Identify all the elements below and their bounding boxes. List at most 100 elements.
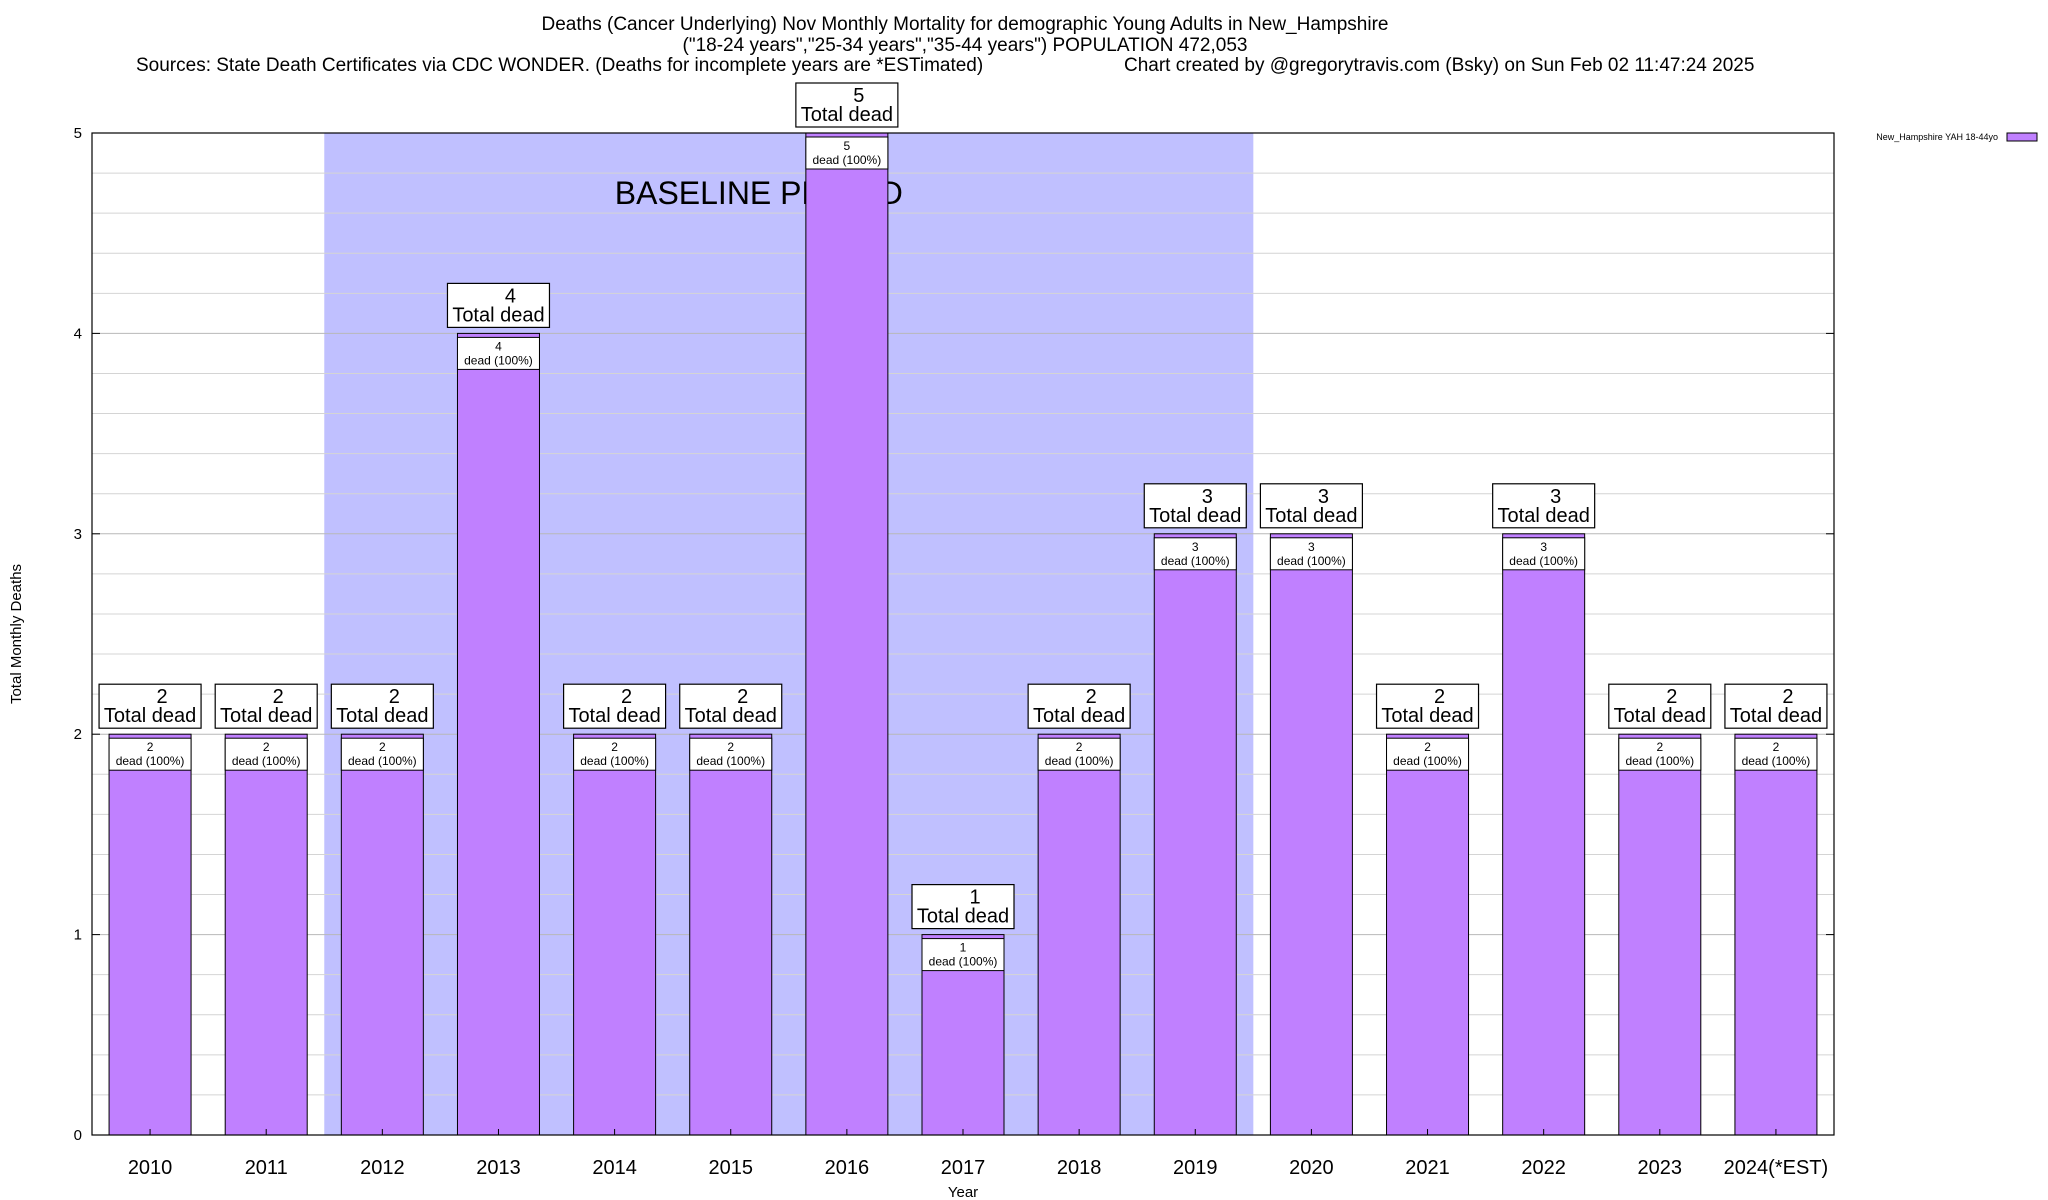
bar-top-value: 2	[157, 686, 168, 708]
bar	[1502, 533, 1586, 1136]
bar-inner-value: 2	[1424, 740, 1431, 754]
bar-top-value: 2	[737, 686, 748, 708]
x-tick-label: 2021	[1405, 1157, 1450, 1179]
bar	[1734, 733, 1818, 1136]
bar-top-label-box	[1143, 483, 1247, 529]
bar-inner-value: 3	[1308, 540, 1315, 554]
bar	[1618, 733, 1702, 1136]
x-tick-label: 2023	[1638, 1157, 1683, 1179]
bar-inner-label: dead (100%)	[1161, 554, 1230, 568]
x-tick-label: 2020	[1289, 1157, 1334, 1179]
x-axis-label: Year	[948, 1184, 978, 1200]
bar-inner-value: 2	[727, 740, 734, 754]
bar-inner-value: 2	[379, 740, 386, 754]
bar-inner-value: 2	[1656, 740, 1663, 754]
x-tick-label: 2022	[1521, 1157, 1566, 1179]
bar-inner-value: 4	[495, 339, 502, 353]
bar-inner-label-box	[340, 737, 424, 771]
bar	[1386, 733, 1470, 1136]
chart-title: Deaths (Cancer Underlying) Nov Monthly M…	[541, 14, 1389, 35]
bar-inner-label-box	[1269, 537, 1353, 571]
chart-sources: Sources: State Death Certificates via CD…	[136, 55, 984, 76]
bar-top-value: 2	[1434, 686, 1445, 708]
bar-inner-label-box	[1386, 737, 1470, 771]
bar-inner-label: dead (100%)	[464, 353, 533, 367]
bar-inner-label: dead (100%)	[232, 754, 301, 768]
bar-inner-label-box	[1618, 737, 1702, 771]
bar	[456, 332, 540, 1136]
x-tick-label: 2019	[1173, 1157, 1218, 1179]
bar-top-value: 2	[1782, 686, 1793, 708]
bar-top-label-box	[1375, 683, 1480, 729]
bar-inner-value: 2	[147, 740, 154, 754]
bar-top-label-box	[679, 683, 783, 729]
bar-top-value: 3	[1318, 486, 1329, 508]
bar	[1153, 533, 1237, 1136]
bar-top-label: Total dead	[1730, 705, 1822, 727]
bar-inner-label-box	[1037, 737, 1121, 771]
y-tick-label: 4	[74, 325, 82, 342]
bar-top-label: Total dead	[104, 705, 196, 727]
bar-inner-label: dead (100%)	[580, 754, 649, 768]
bar-inner-label-box	[1502, 537, 1586, 571]
y-tick-label: 1	[74, 927, 82, 944]
bar-top-label: Total dead	[336, 705, 428, 727]
bar-top-value: 2	[1086, 686, 1097, 708]
bar-inner-label-box	[573, 737, 657, 771]
x-tick-label: 2024(*EST)	[1724, 1157, 1829, 1179]
bar-inner-label: dead (100%)	[929, 955, 998, 969]
y-tick-label: 0	[74, 1127, 82, 1144]
bar-top-label-box	[1492, 483, 1596, 529]
bar-inner-label-box	[1153, 537, 1237, 571]
legend-swatch	[2006, 132, 2038, 142]
bar-inner-label: dead (100%)	[1277, 554, 1346, 568]
bar-inner-value: 2	[1076, 740, 1083, 754]
bar-inner-label: dead (100%)	[1742, 754, 1811, 768]
bar-inner-label-box	[1734, 737, 1818, 771]
x-tick-label: 2010	[128, 1157, 173, 1179]
bar-inner-label-box	[689, 737, 773, 771]
bar-top-label: Total dead	[1381, 705, 1473, 727]
bar-inner-value: 3	[1540, 540, 1547, 554]
bar-top-label-box	[98, 683, 202, 729]
bar-inner-value: 2	[263, 740, 270, 754]
x-tick-label: 2016	[825, 1157, 870, 1179]
bar-top-label: Total dead	[801, 104, 893, 126]
x-tick-label: 2012	[360, 1157, 405, 1179]
bar-inner-label-box	[921, 938, 1005, 972]
bar-top-label: Total dead	[452, 304, 544, 326]
bar-top-value: 4	[505, 285, 516, 307]
bar-inner-label: dead (100%)	[1393, 754, 1462, 768]
bar	[1037, 733, 1121, 1136]
bar-top-value: 2	[1666, 686, 1677, 708]
bar-top-label: Total dead	[1265, 505, 1357, 527]
bar-top-label-box	[214, 683, 318, 729]
bar-top-label: Total dead	[1033, 705, 1125, 727]
bar-top-label-box	[1724, 683, 1828, 729]
x-tick-label: 2018	[1057, 1157, 1102, 1179]
x-tick-label: 2011	[245, 1157, 288, 1179]
bar-top-value: 3	[1202, 486, 1213, 508]
legend-label: New_Hampshire YAH 18-44yo	[1876, 132, 1998, 142]
y-axis-label: Total Monthly Deaths	[8, 564, 25, 704]
bar	[340, 733, 424, 1136]
bar-inner-label-box	[456, 336, 540, 370]
x-tick-label: 2013	[476, 1157, 521, 1179]
bar	[1269, 533, 1353, 1136]
x-tick-label: 2017	[941, 1157, 986, 1179]
bar-inner-value: 2	[611, 740, 618, 754]
bar-top-label: Total dead	[1614, 705, 1706, 727]
chart-subtitle: ("18-24 years","25-34 years","35-44 year…	[682, 35, 1248, 56]
bar-inner-label-box	[108, 737, 192, 771]
bar-inner-label: dead (100%)	[116, 754, 185, 768]
bar	[689, 733, 773, 1136]
bar-inner-label: dead (100%)	[1045, 754, 1114, 768]
bar-top-value: 3	[1550, 486, 1561, 508]
bar-top-value: 1	[969, 887, 980, 909]
bar-inner-value: 1	[960, 941, 967, 955]
plot-frame	[91, 132, 1835, 1136]
bar-top-label: Total dead	[917, 906, 1009, 928]
bar-top-label-box	[1259, 483, 1364, 529]
bar	[108, 733, 192, 1136]
